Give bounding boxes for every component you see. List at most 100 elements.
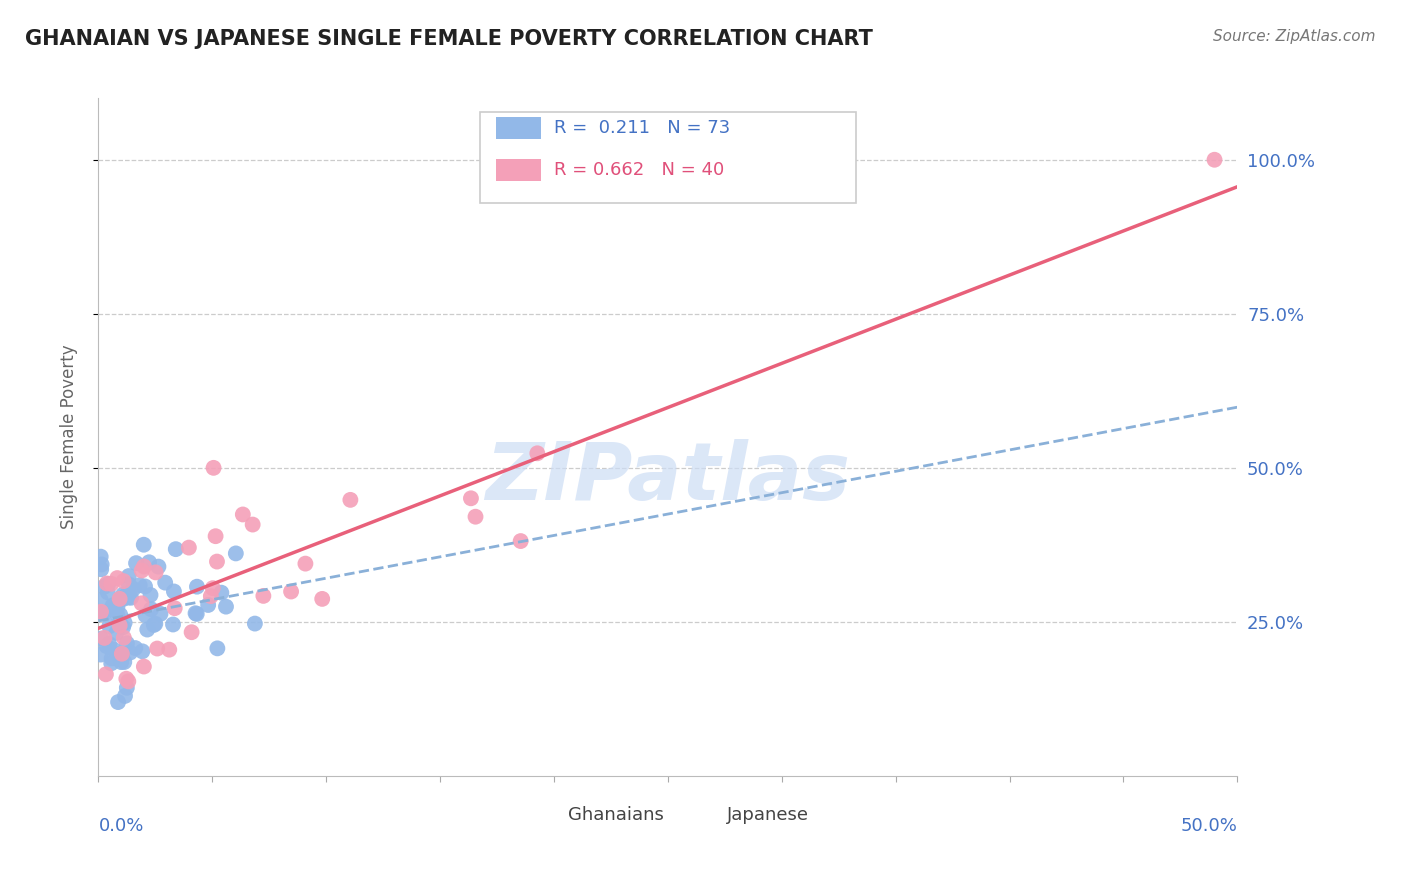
Point <box>122 582 145 596</box>
Point <box>90 648 112 662</box>
Point <box>131 596 153 610</box>
Point <box>280 584 302 599</box>
Y-axis label: Single Female Poverty: Single Female Poverty <box>59 345 77 529</box>
Point <box>243 616 266 631</box>
Point <box>93 607 115 621</box>
Point <box>225 546 247 560</box>
Point <box>339 492 361 507</box>
Point <box>139 588 162 602</box>
Point <box>146 641 169 656</box>
Bar <box>496 159 541 181</box>
Point <box>118 577 141 591</box>
Point <box>90 593 112 607</box>
Point <box>105 571 128 585</box>
Point <box>97 577 120 591</box>
Point <box>205 555 228 569</box>
Point <box>163 601 186 615</box>
Point <box>90 558 112 572</box>
Point <box>94 667 117 681</box>
Point <box>136 623 159 637</box>
Point <box>90 605 112 619</box>
Point <box>148 559 170 574</box>
Point <box>112 620 135 634</box>
Point <box>112 588 135 602</box>
Point <box>232 508 254 522</box>
Point <box>96 639 118 653</box>
Text: 0.0%: 0.0% <box>98 817 143 835</box>
Text: Source: ZipAtlas.com: Source: ZipAtlas.com <box>1212 29 1375 44</box>
Point <box>197 598 219 612</box>
Bar <box>531 805 557 825</box>
Point <box>131 564 153 578</box>
Point <box>163 584 186 599</box>
Point <box>100 651 122 665</box>
Point <box>139 602 162 616</box>
Point <box>111 647 134 661</box>
Point <box>90 549 112 564</box>
Point <box>204 529 226 543</box>
Point <box>460 491 482 506</box>
Point <box>186 607 208 621</box>
Point <box>200 589 222 603</box>
Point <box>108 591 131 606</box>
FancyBboxPatch shape <box>479 112 856 203</box>
Point <box>124 641 146 656</box>
Point <box>98 637 121 651</box>
Point <box>209 585 232 599</box>
Point <box>165 542 187 557</box>
Point <box>105 626 128 640</box>
Point <box>143 616 166 631</box>
Point <box>111 647 134 661</box>
Point <box>101 599 124 614</box>
Point <box>207 641 229 656</box>
Point <box>184 606 207 620</box>
Point <box>132 659 155 673</box>
Point <box>115 588 138 602</box>
Point <box>509 534 531 549</box>
Point <box>134 579 156 593</box>
Point <box>202 460 225 475</box>
Point <box>110 607 132 622</box>
Point <box>112 631 135 645</box>
Point <box>112 591 135 606</box>
Point <box>110 592 132 607</box>
Point <box>90 562 112 576</box>
Point <box>153 575 176 590</box>
Point <box>107 695 129 709</box>
Text: ZIPatlas: ZIPatlas <box>485 439 851 516</box>
Point <box>103 642 125 657</box>
Point <box>149 607 172 621</box>
Point <box>105 600 128 615</box>
Point <box>112 574 135 588</box>
Point <box>526 446 548 460</box>
Point <box>112 655 135 669</box>
Point <box>1204 153 1226 167</box>
Text: R = 0.662   N = 40: R = 0.662 N = 40 <box>554 161 724 179</box>
Point <box>145 566 167 580</box>
Point <box>108 618 131 632</box>
Point <box>162 617 184 632</box>
Point <box>311 591 333 606</box>
Point <box>120 646 142 660</box>
Point <box>114 689 136 703</box>
Point <box>120 591 142 605</box>
Point <box>90 632 112 646</box>
Point <box>180 625 202 640</box>
Point <box>128 578 150 592</box>
Point <box>115 672 138 686</box>
Point <box>132 559 155 574</box>
Point <box>215 599 238 614</box>
Point <box>125 556 148 570</box>
Point <box>103 598 125 612</box>
Bar <box>496 117 541 139</box>
Text: Japanese: Japanese <box>727 806 808 824</box>
Point <box>242 517 264 532</box>
Point <box>91 607 114 621</box>
Point <box>464 509 486 524</box>
Point <box>201 581 224 595</box>
Point <box>107 648 129 662</box>
Point <box>132 538 155 552</box>
Point <box>157 642 180 657</box>
Point <box>294 557 316 571</box>
Point <box>138 555 160 569</box>
